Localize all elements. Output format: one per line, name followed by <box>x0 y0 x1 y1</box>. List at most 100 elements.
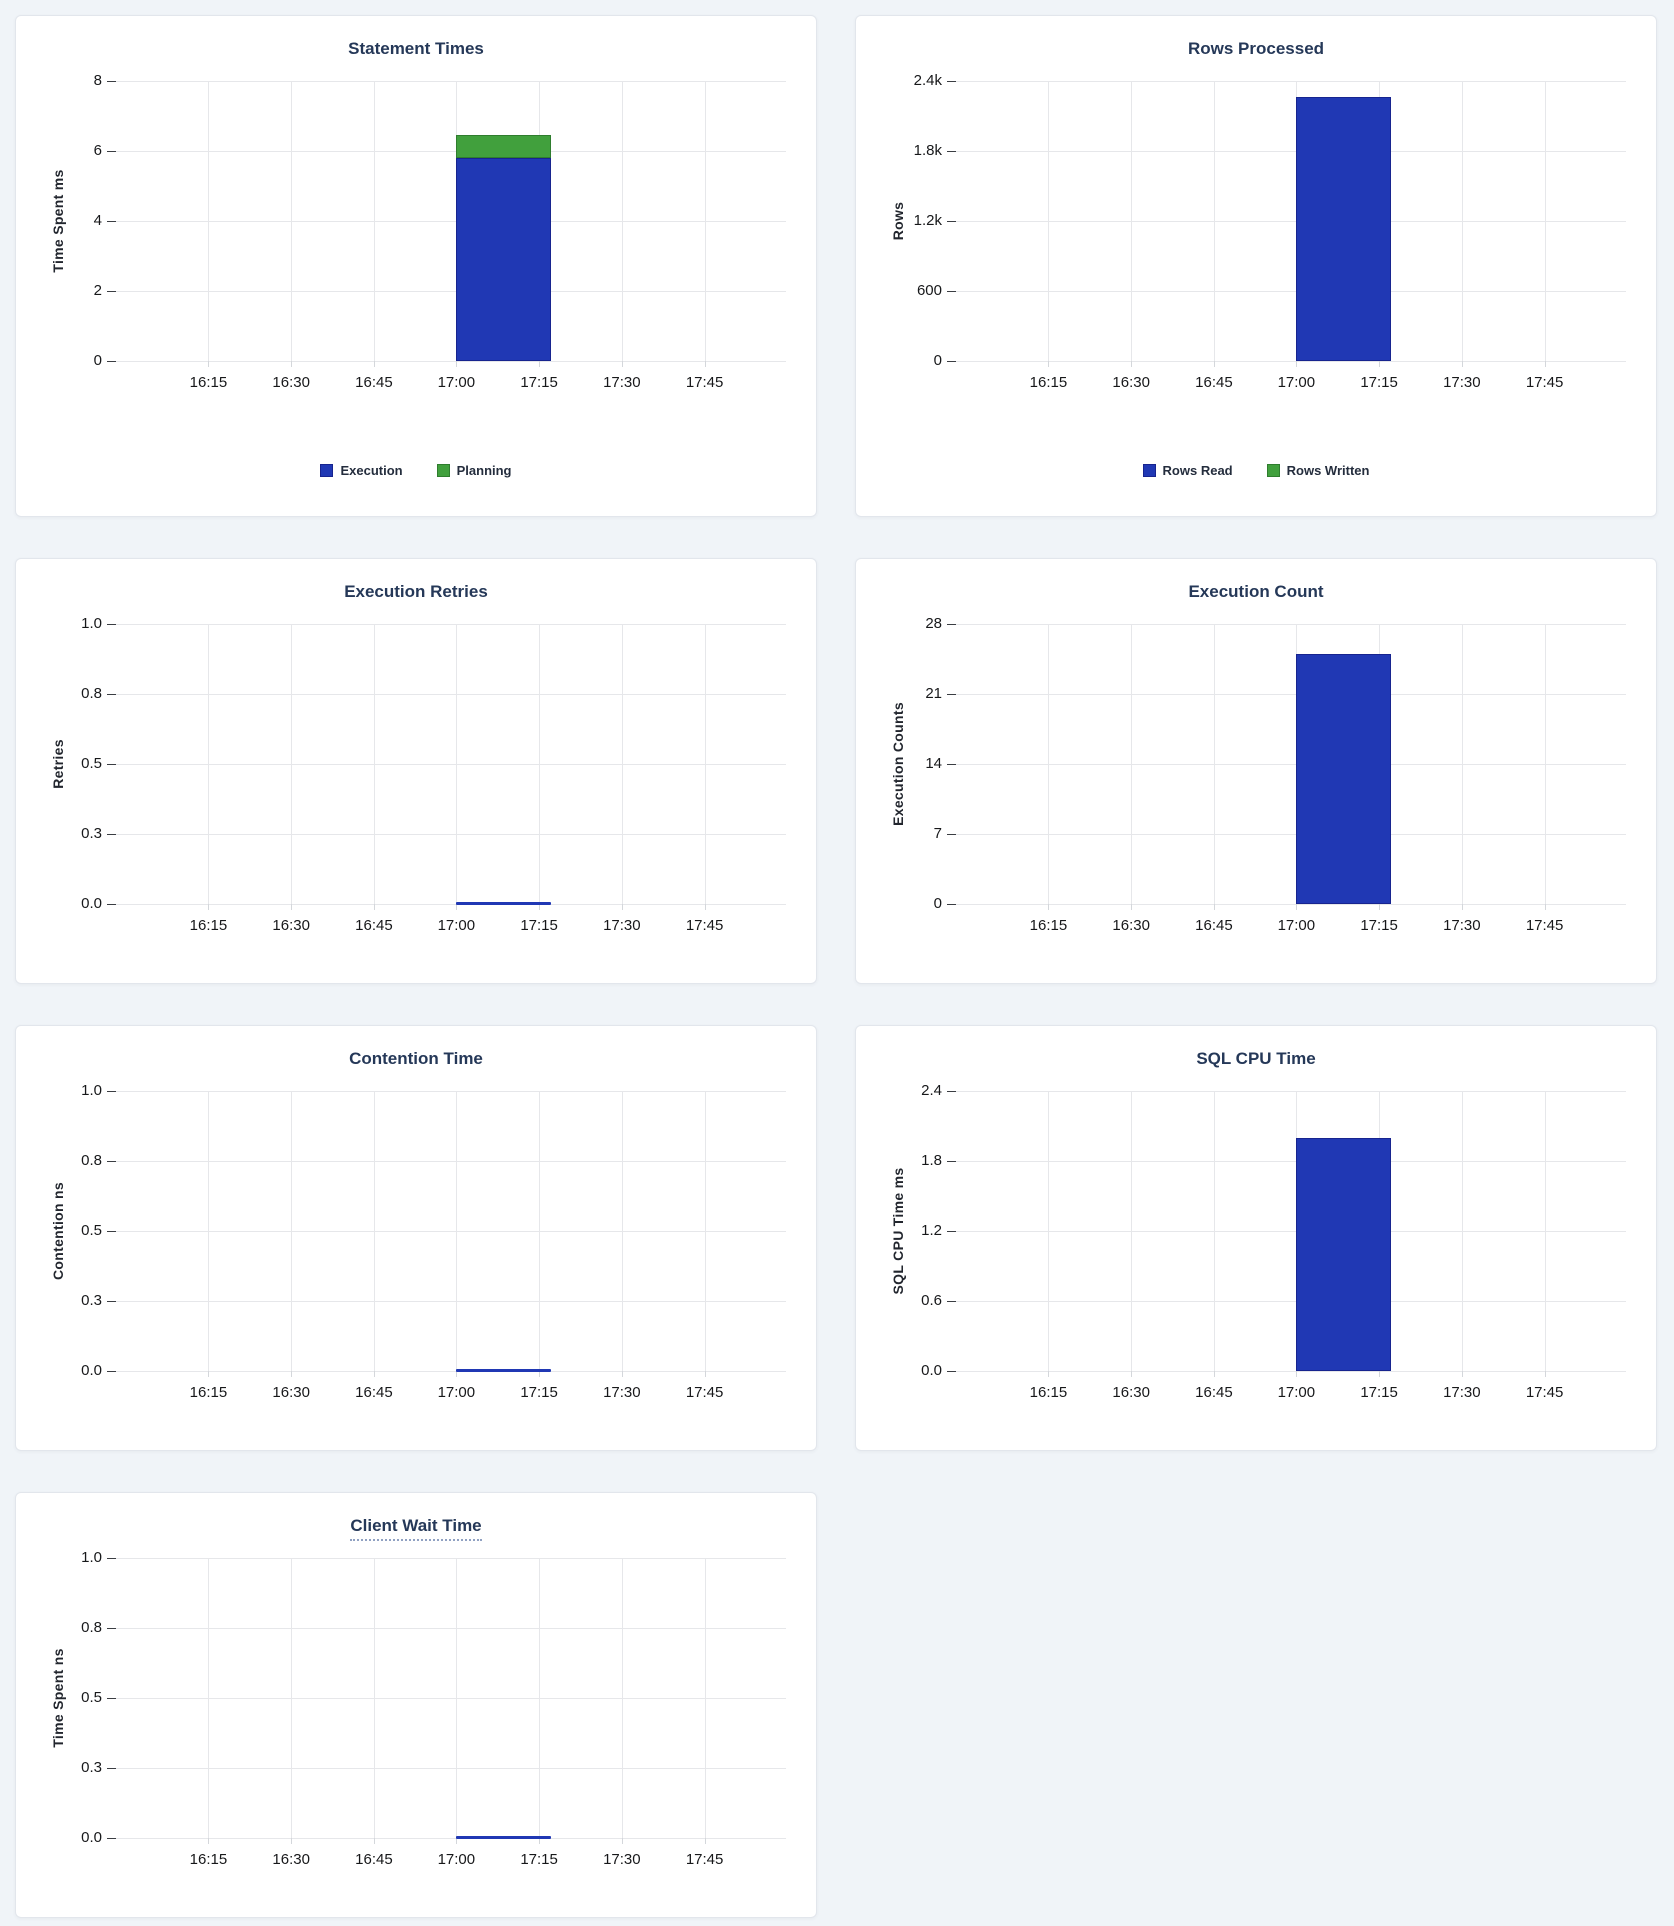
y-tick-label: 7 <box>933 825 942 842</box>
x-tick-label: 17:45 <box>1525 917 1564 934</box>
x-tick-label: 16:30 <box>1112 374 1150 391</box>
chart-title-wrap: Client Wait Time <box>16 1515 816 1541</box>
legend-item-rows-read: Rows Read <box>1142 463 1233 478</box>
chart-title: Statement Times <box>348 39 484 58</box>
y-tick-label: 1.2k <box>913 212 942 229</box>
horizontal-gridline <box>107 694 786 695</box>
y-tick-label: 2 <box>93 282 102 299</box>
legend-swatch <box>320 464 334 477</box>
y-tick-label: 2.4 <box>921 1082 942 1099</box>
legend-label: Planning <box>456 463 512 478</box>
horizontal-gridline <box>107 1698 786 1699</box>
vertical-gridline <box>1544 1091 1546 1377</box>
vertical-gridline <box>291 1558 293 1844</box>
chart-title-wrap: Contention Time <box>16 1048 816 1071</box>
bar-execution <box>456 158 551 361</box>
bar-sql-cpu-time <box>1296 1137 1391 1371</box>
chart-card-execution-count: Execution Count Execution Counts 28 21 14 7 0 1… <box>855 558 1657 984</box>
x-tick-label: 17:30 <box>603 1384 641 1401</box>
x-tick-label: 17:45 <box>685 1384 724 1401</box>
horizontal-gridline <box>947 291 1626 292</box>
horizontal-gridline <box>107 834 786 835</box>
x-tick-label: 17:30 <box>1443 1384 1481 1401</box>
y-tick-label: 0.3 <box>81 1292 102 1309</box>
x-tick-label: 17:15 <box>1360 374 1398 391</box>
vertical-gridline <box>1461 81 1463 367</box>
vertical-gridline <box>373 1558 375 1844</box>
horizontal-gridline <box>947 81 1626 82</box>
vertical-gridline <box>704 624 706 910</box>
legend-swatch <box>436 464 450 477</box>
zero-value-line <box>456 902 551 905</box>
y-tick-label: 21 <box>925 685 942 702</box>
vertical-gridline <box>704 1558 706 1844</box>
horizontal-gridline <box>947 1371 1626 1372</box>
y-tick-label: 14 <box>925 755 942 772</box>
x-tick-label: 17:45 <box>685 917 724 934</box>
chart-title-wrap: Execution Count <box>856 581 1656 604</box>
legend-swatch <box>1266 464 1280 477</box>
vertical-gridline <box>539 1091 541 1377</box>
legend-item-rows-written: Rows Written <box>1266 463 1370 478</box>
vertical-gridline <box>208 1091 210 1377</box>
vertical-gridline <box>1213 624 1215 910</box>
vertical-gridline <box>1544 624 1546 910</box>
y-tick-label: 28 <box>925 615 942 632</box>
x-tick-label: 16:45 <box>355 374 393 391</box>
plot-area <box>947 1091 1626 1377</box>
y-tick-label: 1.0 <box>81 615 102 632</box>
vertical-gridline <box>621 81 623 367</box>
horizontal-gridline <box>107 1231 786 1232</box>
horizontal-gridline <box>107 291 786 292</box>
chart-title[interactable]: Client Wait Time <box>350 1516 482 1541</box>
horizontal-gridline <box>947 694 1626 695</box>
legend-label: Rows Written <box>1286 463 1370 478</box>
vertical-gridline <box>1048 624 1050 910</box>
horizontal-gridline <box>947 834 1626 835</box>
chart-title: Execution Count <box>1188 582 1324 601</box>
x-tick-label: 16:15 <box>189 1851 228 1868</box>
horizontal-gridline <box>107 221 786 222</box>
vertical-gridline <box>539 624 541 910</box>
horizontal-gridline <box>107 1301 786 1302</box>
x-tick-label: 16:45 <box>1195 917 1233 934</box>
x-tick-label: 16:15 <box>1029 917 1068 934</box>
horizontal-gridline <box>107 904 786 905</box>
chart-card-rows-processed: Rows Processed Rows 2.4k 1.8k 1.2k 600 0 16:15 1… <box>855 15 1657 517</box>
x-tick-label: 17:30 <box>603 917 641 934</box>
x-tick-label: 17:00 <box>437 1384 476 1401</box>
x-tick-label: 17:15 <box>1360 1384 1398 1401</box>
vertical-gridline <box>621 1091 623 1377</box>
vertical-gridline <box>456 1091 458 1377</box>
vertical-gridline <box>621 624 623 910</box>
bar-execution-count <box>1296 654 1391 904</box>
vertical-gridline <box>704 1091 706 1377</box>
x-tick-label: 17:45 <box>685 1851 724 1868</box>
vertical-gridline <box>1048 1091 1050 1377</box>
horizontal-gridline <box>107 361 786 362</box>
horizontal-gridline <box>107 1161 786 1162</box>
plot-area <box>107 624 786 910</box>
y-tick-label: 2.4k <box>913 72 942 89</box>
plot-area <box>107 81 786 367</box>
horizontal-gridline <box>107 1628 786 1629</box>
x-tick-label: 16:15 <box>189 917 228 934</box>
vertical-gridline <box>456 624 458 910</box>
vertical-gridline <box>291 624 293 910</box>
y-tick-label: 0.3 <box>81 825 102 842</box>
chart-card-statement-times: Statement Times Time Spent ms 8 6 4 2 0 16:15 16… <box>15 15 817 517</box>
y-tick-label: 1.8k <box>913 142 942 159</box>
horizontal-gridline <box>947 764 1626 765</box>
x-tick-label: 17:15 <box>520 1851 558 1868</box>
x-tick-label: 17:15 <box>520 374 558 391</box>
x-tick-label: 17:30 <box>603 1851 641 1868</box>
bar-rows-read <box>1296 97 1391 361</box>
x-tick-label: 17:00 <box>437 1851 476 1868</box>
horizontal-gridline <box>947 624 1626 625</box>
horizontal-gridline <box>107 151 786 152</box>
y-tick-label: 0.0 <box>81 1362 102 1379</box>
vertical-gridline <box>621 1558 623 1844</box>
y-tick-label: 4 <box>93 212 102 229</box>
y-tick-label: 1.0 <box>81 1082 102 1099</box>
horizontal-gridline <box>107 1371 786 1372</box>
